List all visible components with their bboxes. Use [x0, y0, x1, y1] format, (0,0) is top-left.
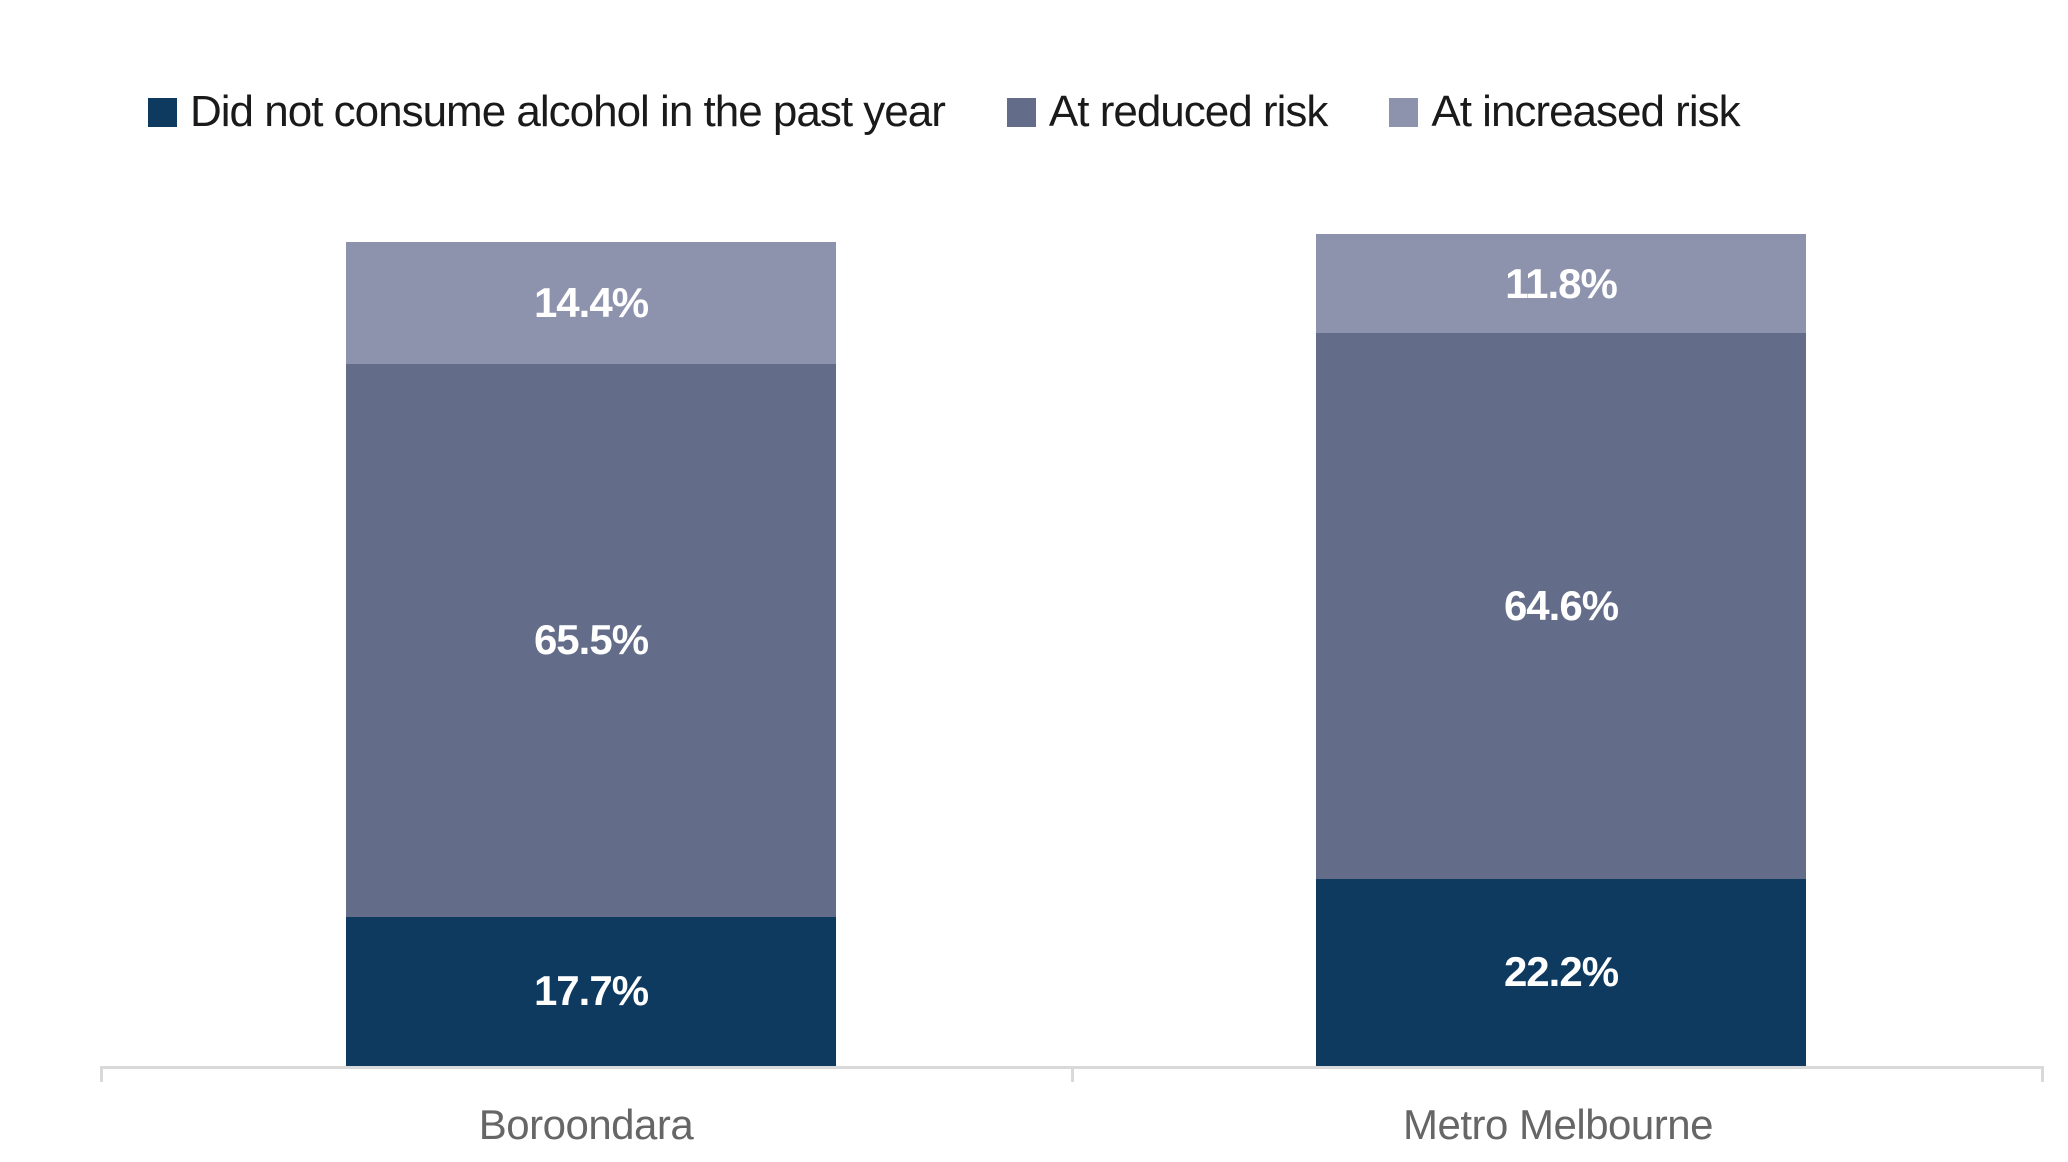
legend-swatch-icon — [1389, 97, 1419, 127]
legend-swatch-icon — [1006, 97, 1036, 127]
legend-item-reduced-risk: At reduced risk — [1006, 87, 1328, 136]
x-axis-tick — [2041, 1066, 2044, 1082]
legend-item-increased-risk: At increased risk — [1389, 87, 1741, 136]
data-label: 11.8% — [1505, 259, 1618, 307]
bar-segment: 65.5% — [346, 363, 836, 917]
legend-label: At increased risk — [1431, 87, 1740, 136]
x-axis-tick — [1071, 1066, 1074, 1082]
legend-swatch-icon — [148, 97, 177, 127]
bar-segment: 14.4% — [346, 242, 836, 364]
bar-segment: 17.7% — [346, 916, 836, 1066]
bar-segment: 64.6% — [1316, 333, 1806, 879]
legend-item-no-alcohol: Did not consume alcohol in the past year — [148, 87, 946, 136]
chart-legend: Did not consume alcohol in the past year… — [148, 84, 1741, 140]
category-label-boroondara: Boroondara — [478, 1101, 694, 1148]
bar-segment: 11.8% — [1316, 233, 1806, 334]
legend-label: At reduced risk — [1048, 87, 1328, 136]
data-label: 64.6% — [1503, 582, 1619, 629]
legend-label: Did not consume alcohol in the past year — [190, 87, 946, 136]
data-label: 14.4% — [533, 279, 649, 327]
stacked-bar-metro-melbourne: 11.8% 64.6% 22.2% — [1316, 233, 1806, 1066]
category-label-metro-melbourne: Metro Melbourne — [1403, 1101, 1713, 1148]
data-label: 65.5% — [533, 616, 649, 664]
bar-segment: 22.2% — [1316, 878, 1806, 1066]
x-axis-tick — [100, 1066, 103, 1082]
data-label: 22.2% — [1503, 948, 1619, 996]
stacked-bar-boroondara: 14.4% 65.5% 17.7% — [346, 242, 836, 1066]
data-label: 17.7% — [533, 967, 649, 1015]
